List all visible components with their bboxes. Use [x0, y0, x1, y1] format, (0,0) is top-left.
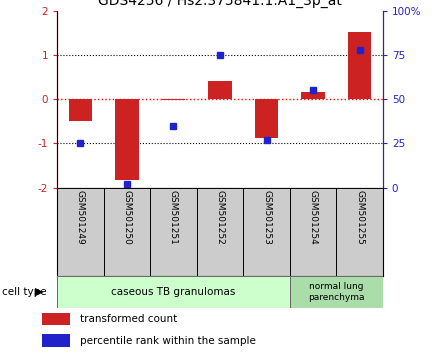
Bar [255, 99, 278, 138]
Bar [115, 99, 139, 180]
Text: normal lung
parenchyma: normal lung parenchyma [308, 282, 364, 302]
Text: caseous TB granulomas: caseous TB granulomas [111, 287, 236, 297]
Bar [42, 334, 70, 347]
Text: percentile rank within the sample: percentile rank within the sample [81, 336, 256, 346]
Text: GSM501255: GSM501255 [355, 190, 364, 245]
Text: ▶: ▶ [35, 287, 44, 297]
Text: GSM501254: GSM501254 [308, 190, 318, 245]
Bar [348, 32, 371, 99]
Bar [162, 99, 185, 100]
Bar [42, 313, 70, 325]
Bar [209, 81, 231, 99]
Bar [301, 92, 325, 99]
Bar [57, 276, 290, 308]
Text: GSM501250: GSM501250 [122, 190, 132, 245]
Text: cell type: cell type [2, 287, 47, 297]
Text: GSM501251: GSM501251 [169, 190, 178, 245]
Bar [290, 276, 383, 308]
Text: transformed count: transformed count [81, 314, 178, 324]
Text: GSM501253: GSM501253 [262, 190, 271, 245]
Title: GDS4256 / Hs2.375841.1.A1_3p_at: GDS4256 / Hs2.375841.1.A1_3p_at [98, 0, 342, 8]
Text: GSM501249: GSM501249 [76, 190, 85, 245]
Text: GSM501252: GSM501252 [216, 190, 224, 245]
Bar [69, 99, 92, 121]
